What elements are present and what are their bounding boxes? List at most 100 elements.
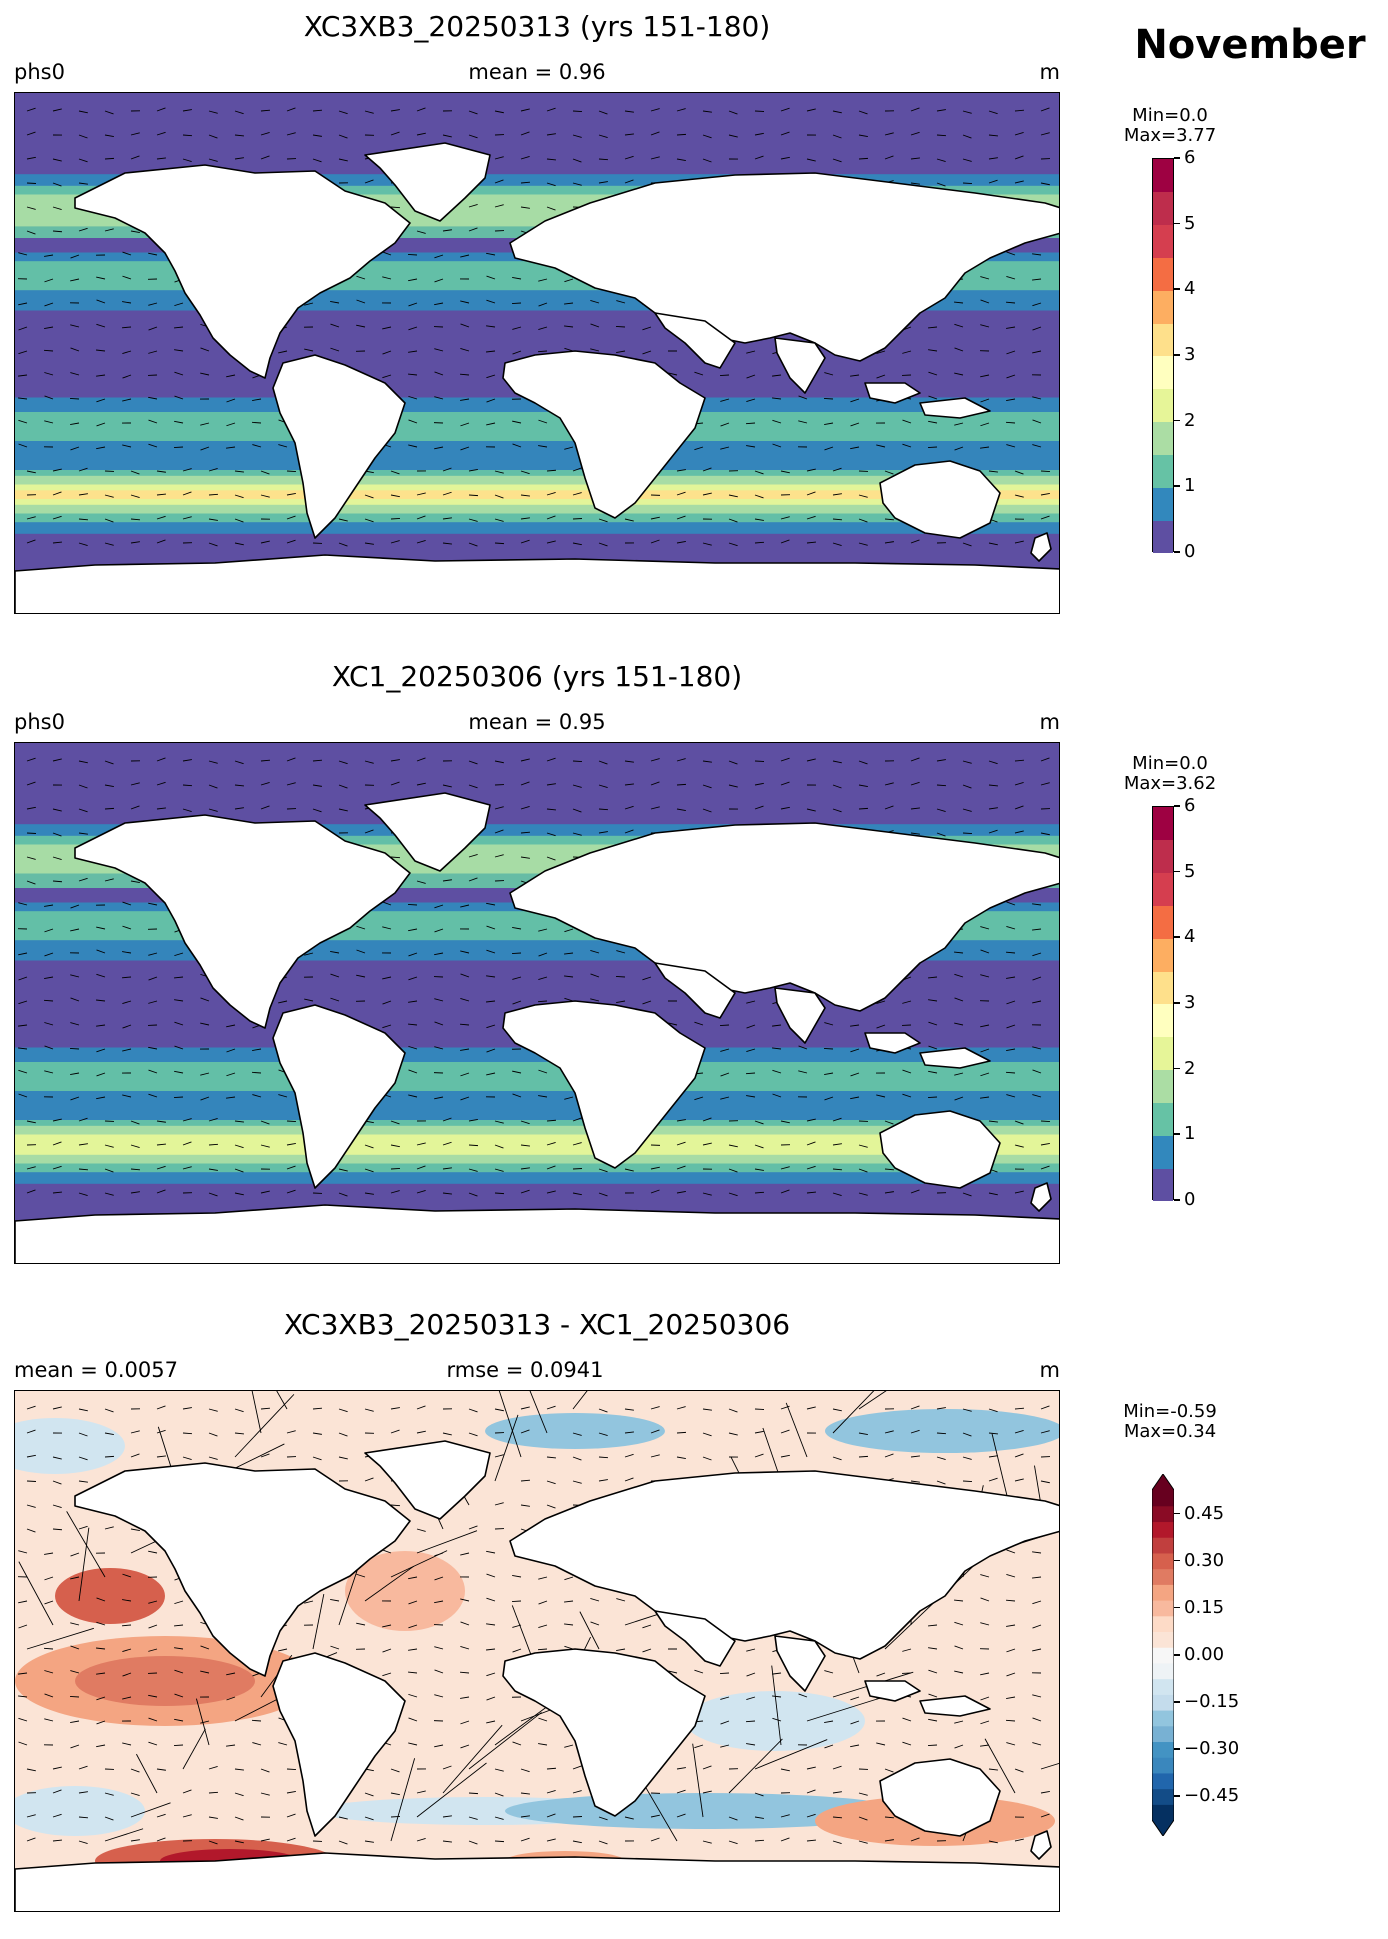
colorbar-segment — [1153, 454, 1173, 488]
panel-1-variable-label: phs0 — [14, 60, 65, 84]
panel-2-minmax: Min=0.0 Max=3.62 — [1123, 753, 1217, 794]
colorbar-segment — [1153, 1036, 1173, 1071]
colorbar-tick — [1174, 936, 1180, 938]
colorbar-tick-label: 0 — [1184, 1189, 1196, 1210]
panel-1-title: XC3XB3_20250313 (yrs 151-180) — [303, 10, 771, 43]
panel-2-mean-label: mean = 0.95 — [468, 710, 606, 734]
colorbar-tick — [1174, 1654, 1180, 1656]
colorbar-segment — [1152, 1568, 1174, 1585]
colorbar-tick — [1174, 1748, 1180, 1750]
colorbar-segment — [1152, 1631, 1174, 1648]
colorbar-tick — [1174, 222, 1180, 225]
colorbar-tick — [1174, 805, 1180, 807]
colorbar-tick-label: −0.45 — [1184, 1785, 1240, 1807]
colorbar-segment — [1152, 1741, 1174, 1758]
panel-1-mean-label: mean = 0.96 — [468, 60, 606, 84]
panel-2-colorbar — [1152, 806, 1174, 1202]
colorbar-segment — [1152, 1521, 1174, 1538]
colorbar-segment — [1152, 1584, 1174, 1601]
colorbar-tick — [1174, 157, 1180, 159]
month-title: November — [1134, 22, 1366, 68]
colorbar-segment — [1153, 191, 1173, 226]
colorbar-segment — [1153, 839, 1173, 874]
colorbar-segment — [1153, 938, 1173, 972]
panel-1-minmax: Min=0.0 Max=3.77 — [1123, 105, 1217, 146]
colorbar-segment — [1153, 872, 1173, 906]
colorbar-segment — [1152, 1647, 1174, 1664]
colorbar-tick — [1174, 419, 1180, 422]
colorbar-segment — [1153, 807, 1173, 841]
colorbar-segment — [1152, 1804, 1174, 1821]
colorbar-segment — [1153, 520, 1173, 554]
colorbar-segment — [1153, 257, 1173, 291]
colorbar-tick — [1174, 1701, 1180, 1703]
colorbar-segment — [1152, 1490, 1174, 1507]
colorbar-tick — [1174, 1606, 1180, 1609]
colorbar-tick — [1174, 354, 1180, 356]
colorbar-segment — [1152, 1505, 1174, 1523]
colorbar-tick — [1174, 1512, 1180, 1515]
colorbar-tick-label: 5 — [1184, 860, 1196, 882]
panel-3-mean-label: mean = 0.0057 — [14, 1358, 178, 1382]
colorbar-segment — [1152, 1757, 1174, 1774]
colorbar-segment — [1153, 159, 1173, 193]
colorbar-tick-label: 0.45 — [1184, 1502, 1225, 1524]
colorbar-segment — [1153, 1004, 1173, 1038]
panel-3-minmax: Min=-0.59 Max=0.34 — [1123, 1401, 1217, 1442]
colorbar-segment — [1153, 905, 1173, 939]
panel-3-units-label: m — [1039, 1358, 1060, 1382]
colorbar-segment — [1152, 1788, 1174, 1805]
colorbar-tick — [1174, 551, 1180, 553]
colorbar-segment — [1153, 388, 1173, 423]
panel-3-colorbar — [1152, 1474, 1174, 1836]
colorbar-segment — [1153, 487, 1173, 521]
colorbar-segment — [1153, 356, 1173, 390]
colorbar-extend-min — [1152, 1820, 1174, 1836]
colorbar-segment — [1152, 1537, 1174, 1554]
colorbar-segment — [1153, 971, 1173, 1005]
colorbar-tick-label: −0.30 — [1184, 1738, 1240, 1760]
colorbar-tick-label: 3 — [1184, 992, 1196, 1013]
panel-3-title: XC3XB3_20250313 - XC1_20250306 — [283, 1308, 791, 1341]
colorbar-segment — [1152, 1662, 1174, 1680]
colorbar-tick — [1174, 1199, 1180, 1201]
colorbar-tick-label: 0.30 — [1184, 1549, 1225, 1571]
colorbar-tick-label: 3 — [1184, 344, 1196, 365]
colorbar-tick — [1174, 1559, 1180, 1562]
colorbar-segment — [1153, 290, 1173, 324]
colorbar-tick — [1174, 485, 1180, 487]
colorbar-segment — [1152, 1694, 1174, 1711]
panel-2-units-label: m — [1039, 710, 1060, 734]
colorbar-tick — [1174, 1002, 1180, 1004]
colorbar-tick-label: 4 — [1184, 926, 1196, 948]
colorbar-segment — [1153, 1102, 1173, 1136]
colorbar-segment — [1152, 1772, 1174, 1790]
panel-1-colorbar — [1152, 158, 1174, 554]
panel-3-rmse-label: rmse = 0.0941 — [446, 1358, 604, 1382]
colorbar-tick-label: 1 — [1184, 1123, 1196, 1145]
colorbar-tick-label: −0.15 — [1184, 1691, 1240, 1713]
colorbar-extend-max — [1152, 1474, 1174, 1490]
panel-1-map — [14, 92, 1060, 614]
panel-2-map — [14, 742, 1060, 1264]
colorbar-tick-label: 4 — [1184, 278, 1196, 300]
colorbar-tick-label: 6 — [1184, 147, 1196, 168]
colorbar-segment — [1153, 1069, 1173, 1103]
panel-1-units-label: m — [1039, 60, 1060, 84]
colorbar-segment — [1152, 1725, 1174, 1743]
colorbar-tick-label: 2 — [1184, 1057, 1196, 1079]
colorbar-tick — [1174, 1795, 1180, 1797]
colorbar-tick — [1174, 288, 1180, 290]
panel-2-title: XC1_20250306 (yrs 151-180) — [331, 660, 743, 693]
colorbar-segment — [1152, 1615, 1174, 1633]
colorbar-tick — [1174, 1067, 1180, 1070]
colorbar-tick-label: 0.15 — [1184, 1596, 1225, 1618]
colorbar-segment — [1153, 323, 1173, 357]
panel-2-variable-label: phs0 — [14, 710, 65, 734]
colorbar-tick-label: 0.00 — [1184, 1644, 1225, 1665]
colorbar-tick-label: 5 — [1184, 212, 1196, 234]
colorbar-segment — [1153, 421, 1173, 455]
colorbar-segment — [1153, 1135, 1173, 1169]
colorbar-tick — [1174, 870, 1180, 873]
colorbar-segment — [1152, 1678, 1174, 1695]
